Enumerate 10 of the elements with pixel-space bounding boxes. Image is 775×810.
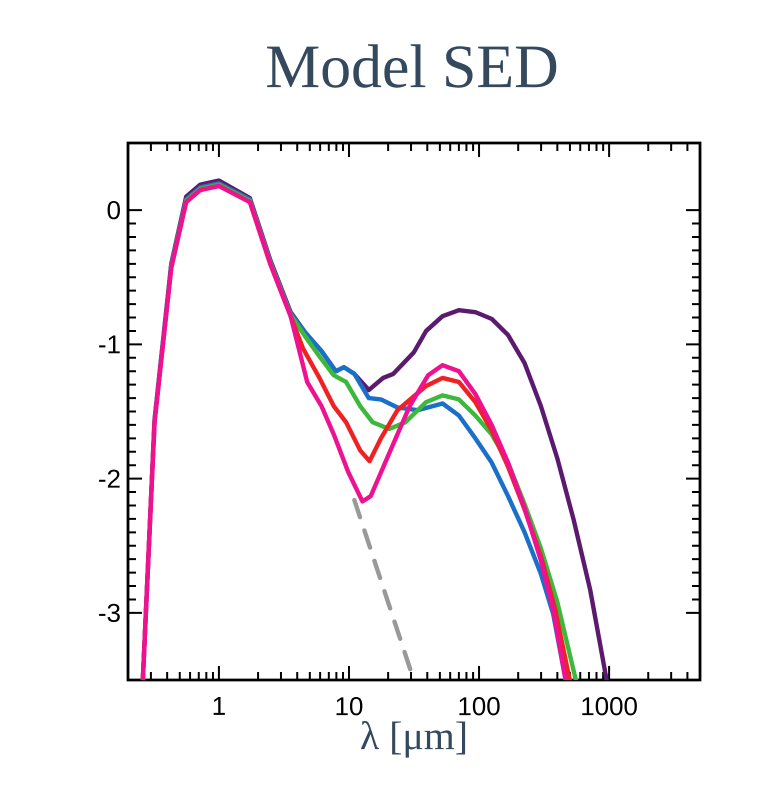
y-tick-label: -3 [99,604,120,622]
x-tick-label: 1 [214,697,225,715]
x-axis-title: λ [μm] [360,721,466,758]
x-tick-label: 1000 [582,697,637,716]
x-tick-label: 100 [459,697,500,716]
x-tick-label: 10 [336,697,362,716]
chart-title: Model SED [267,44,556,88]
y-tick-label: -1 [99,335,120,354]
y-tick-label: -2 [99,470,120,488]
y-tick-label: 0 [108,200,120,220]
